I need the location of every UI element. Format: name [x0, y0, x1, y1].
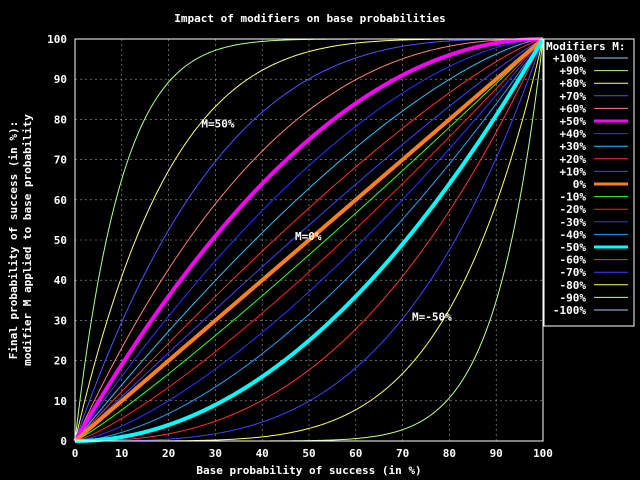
- legend-label: -80%: [560, 279, 587, 292]
- legend-label: +30%: [560, 140, 587, 153]
- x-tick-label: 100: [533, 447, 553, 460]
- y-tick-label: 20: [54, 355, 67, 368]
- legend-label: 0%: [573, 178, 587, 191]
- legend-label: -40%: [560, 228, 587, 241]
- legend-label: +100%: [553, 52, 586, 65]
- y-tick-label: 100: [47, 33, 67, 46]
- y-tick-label: 10: [54, 395, 67, 408]
- y-tick-label: 40: [54, 274, 67, 287]
- series-line-minus20pct: [74, 38, 544, 442]
- x-tick-label: 80: [443, 447, 456, 460]
- legend-label: -10%: [560, 191, 587, 204]
- series-line-minus40pct: [74, 38, 544, 442]
- series-line-minus10pct: [74, 38, 544, 442]
- legend-label: -60%: [560, 254, 587, 267]
- legend-label: -20%: [560, 203, 587, 216]
- annotations: M=50% M=0% M=-50%: [201, 117, 452, 323]
- series-line-plus50pct: [73, 37, 545, 443]
- annotation-label: M=-50%: [412, 310, 452, 323]
- legend-title: Modifiers M:: [546, 40, 625, 53]
- legend-label: +10%: [560, 165, 587, 178]
- y-axis-label-line1: Final probability of success (in %):: [7, 121, 20, 359]
- legend-label: -30%: [560, 216, 587, 229]
- x-tick-label: 0: [72, 447, 79, 460]
- y-tick-label: 90: [54, 73, 67, 86]
- legend-label: +50%: [560, 115, 587, 128]
- y-tick-label: 80: [54, 113, 67, 126]
- x-tick-label: 90: [490, 447, 503, 460]
- series-line-minus30pct: [74, 38, 544, 442]
- plot-border: [74, 38, 544, 442]
- legend-label: -90%: [560, 291, 587, 304]
- series-line-plus30pct: [74, 38, 544, 442]
- legend-label: +80%: [560, 77, 587, 90]
- series-line-minus50pct: [73, 37, 545, 443]
- x-tick-label: 40: [256, 447, 269, 460]
- chart-title: Impact of modifiers on base probabilitie…: [174, 12, 446, 25]
- annotation-label: M=0%: [295, 230, 322, 243]
- y-tick-label: 30: [54, 314, 67, 327]
- legend-label: -70%: [560, 266, 587, 279]
- x-tick-label: 70: [396, 447, 409, 460]
- x-tick-label: 30: [209, 447, 222, 460]
- legend-label: +90%: [560, 65, 587, 78]
- legend-label: +70%: [560, 90, 587, 103]
- legend-label: -50%: [560, 241, 587, 254]
- legend-label: +60%: [560, 102, 587, 115]
- series-line-plus10pct: [74, 38, 544, 442]
- y-tick-label: 70: [54, 154, 67, 167]
- y-axis-label-line2: modifier M applied to base probability: [21, 114, 34, 366]
- legend: Modifiers M: +100%+90%+80%+70%+60%+50%+4…: [543, 38, 635, 327]
- y-tick-labels: 0 10 20 30 40 50 60 70 80 90 100: [47, 33, 67, 448]
- x-tick-labels: 0 10 20 30 40 50 60 70 80 90 100: [72, 447, 553, 460]
- x-tick-label: 50: [302, 447, 315, 460]
- y-tick-label: 60: [54, 194, 67, 207]
- legend-label: -100%: [553, 304, 586, 317]
- annotation-label: M=50%: [201, 117, 234, 130]
- series-line-0pct: [73, 37, 545, 443]
- series-line-plus40pct: [74, 38, 544, 442]
- legend-label: +40%: [560, 128, 587, 141]
- x-tick-label: 10: [115, 447, 128, 460]
- y-tick-label: 50: [54, 234, 67, 247]
- legend-label: +20%: [560, 153, 587, 166]
- series-line-plus20pct: [74, 38, 544, 442]
- x-tick-label: 60: [349, 447, 362, 460]
- y-tick-label: 0: [60, 435, 67, 448]
- x-axis-label: Base probability of success (in %): [196, 464, 421, 477]
- x-tick-label: 20: [162, 447, 175, 460]
